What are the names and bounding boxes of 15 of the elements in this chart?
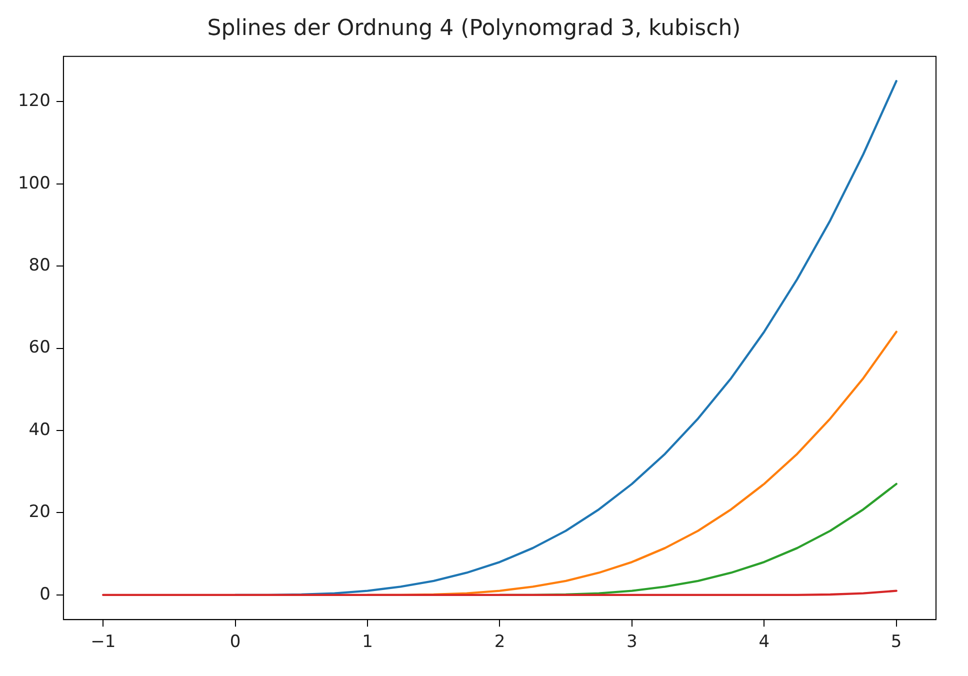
y-tick-label: 100 — [18, 173, 50, 194]
x-tick-label: 3 — [626, 632, 638, 652]
x-tick-label: 5 — [890, 632, 902, 652]
y-tick-label: 120 — [18, 91, 50, 112]
y-tick-label: 60 — [28, 338, 50, 358]
y-tick-label: 80 — [28, 255, 50, 276]
y-tick-label: 0 — [40, 584, 50, 604]
x-tick-label: 1 — [362, 632, 373, 652]
y-tick-label: 20 — [28, 502, 50, 522]
x-tick-label: 4 — [758, 632, 770, 652]
x-tick-label: −1 — [90, 632, 116, 652]
y-tick-label: 40 — [28, 420, 50, 440]
x-tick-label: 0 — [230, 632, 241, 652]
chart-title: Splines der Ordnung 4 (Polynomgrad 3, kubisch) — [207, 16, 741, 41]
x-tick-label: 2 — [494, 632, 506, 652]
